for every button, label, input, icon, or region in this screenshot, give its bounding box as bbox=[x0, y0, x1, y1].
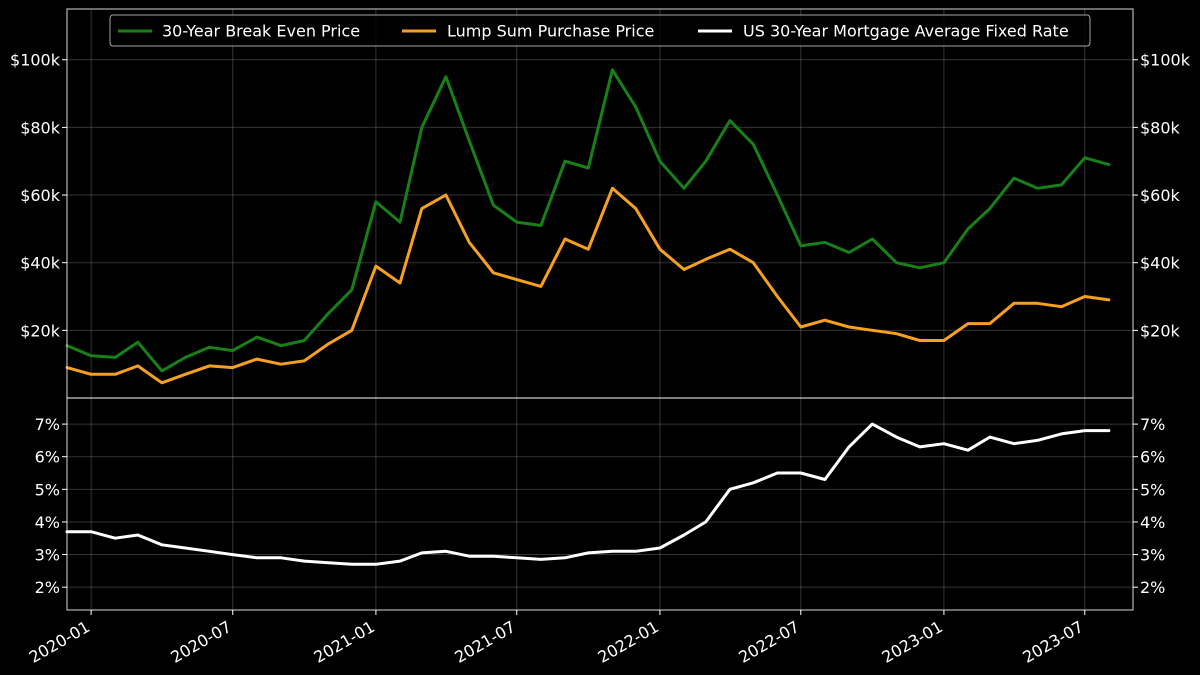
rate-tick-label-right-0: 2% bbox=[1140, 578, 1165, 597]
price-tick-label-right-0: $20k bbox=[1140, 321, 1181, 340]
price-tick-label-left-0: $20k bbox=[20, 321, 61, 340]
series-line-lump-sum-purchase-price bbox=[65, 186, 1111, 385]
rate-tick-label-left-3: 5% bbox=[35, 480, 60, 499]
price-tick-label-right-3: $80k bbox=[1140, 118, 1181, 137]
rate-tick-label-right-4: 6% bbox=[1140, 448, 1165, 467]
rate-panel-frame bbox=[66, 397, 1134, 611]
legend-item-break-even: 30-Year Break Even Price bbox=[118, 22, 360, 41]
legend: 30-Year Break Even Price Lump Sum Purcha… bbox=[109, 14, 1091, 47]
price-panel-series bbox=[65, 68, 1111, 385]
legend-box bbox=[109, 14, 1091, 47]
rate-tick-label-right-1: 3% bbox=[1140, 546, 1165, 565]
legend-label-lump-sum: Lump Sum Purchase Price bbox=[447, 22, 654, 41]
rate-tick-label-right-2: 4% bbox=[1140, 513, 1165, 532]
series-line-us-30-year-mortgage-average-fixed-rate bbox=[65, 422, 1111, 566]
price-tick-label-left-4: $100k bbox=[10, 51, 61, 70]
legend-label-break-even: 30-Year Break Even Price bbox=[162, 22, 360, 41]
rate-tick-label-right-3: 5% bbox=[1140, 480, 1165, 499]
rate-panel-grid bbox=[67, 398, 1133, 610]
price-tick-label-left-3: $80k bbox=[20, 118, 61, 137]
legend-item-lump-sum: Lump Sum Purchase Price bbox=[402, 22, 654, 41]
price-tick-label-right-4: $100k bbox=[1140, 51, 1191, 70]
rate-tick-label-left-1: 3% bbox=[35, 546, 60, 565]
price-tick-label-right-1: $40k bbox=[1140, 254, 1181, 273]
price-panel: $20k $40k $60k $80k $100k $20k $40k $60k $80k $1… bbox=[10, 8, 1191, 399]
rate-tick-label-left-2: 4% bbox=[35, 513, 60, 532]
rate-tick-label-left-4: 6% bbox=[35, 448, 60, 467]
rate-tick-label-right-5: 7% bbox=[1140, 415, 1165, 434]
rate-y-axis-left: 2% 3% 4% 5% 6% 7% bbox=[35, 415, 67, 597]
rate-tick-label-left-0: 2% bbox=[35, 578, 60, 597]
rate-panel: 2% 3% 4% 5% 6% 7% 2% 3% 4% 5% 6% 7% bbox=[35, 397, 1165, 611]
series-line-30-year-break-even-price bbox=[65, 68, 1111, 373]
rate-tick-label-left-5: 7% bbox=[35, 415, 60, 434]
price-y-axis-left: $20k $40k $60k $80k $100k bbox=[10, 51, 67, 340]
price-panel-grid bbox=[67, 9, 1133, 398]
rate-panel-series bbox=[65, 422, 1111, 566]
legend-label-mortgage-rate: US 30-Year Mortgage Average Fixed Rate bbox=[743, 22, 1069, 41]
price-tick-label-left-2: $60k bbox=[20, 186, 61, 205]
rate-y-axis-right: 2% 3% 4% 5% 6% 7% bbox=[1133, 415, 1165, 597]
price-tick-label-right-2: $60k bbox=[1140, 186, 1181, 205]
price-tick-label-left-1: $40k bbox=[20, 254, 61, 273]
legend-item-mortgage-rate: US 30-Year Mortgage Average Fixed Rate bbox=[698, 22, 1069, 41]
price-y-axis-right: $20k $40k $60k $80k $100k bbox=[1133, 51, 1191, 340]
